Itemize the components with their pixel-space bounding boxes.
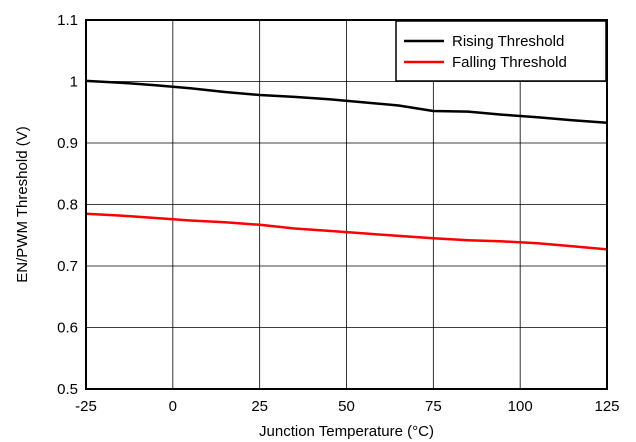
y-tick-label: 1 [70, 74, 78, 91]
x-tick-label: 75 [425, 398, 442, 415]
series-line-rising [85, 79, 608, 124]
x-tick-label: 125 [594, 398, 619, 415]
x-tick-label: -25 [75, 398, 97, 415]
series-layer [85, 79, 608, 251]
x-tick-label: 0 [169, 398, 177, 415]
y-tick-label: 0.6 [57, 320, 78, 337]
x-tick-label: 25 [251, 398, 268, 415]
y-axis-title: EN/PWM Threshold (V) [14, 126, 31, 282]
y-tick-label: 0.9 [57, 135, 78, 152]
y-tick-label: 0.5 [57, 381, 78, 398]
y-tick-label: 1.1 [57, 12, 78, 29]
series-line-falling [85, 212, 608, 251]
plot-frame [85, 19, 608, 390]
legend-label-falling: Falling Threshold [452, 54, 567, 71]
x-tick-label: 50 [338, 398, 355, 415]
legend: Rising Threshold Falling Threshold [395, 20, 607, 82]
y-tick-label: 0.7 [57, 258, 78, 275]
x-axis-title: Junction Temperature (°C) [259, 423, 434, 440]
y-tick-label: 0.8 [57, 197, 78, 214]
legend-box [395, 20, 607, 82]
x-tick-label: 100 [508, 398, 533, 415]
legend-label-rising: Rising Threshold [452, 33, 564, 50]
x-tick-labels: -25 0 25 50 75 100 125 [75, 398, 619, 415]
y-tick-labels: 0.5 0.6 0.7 0.8 0.9 1 1.1 [57, 12, 78, 398]
